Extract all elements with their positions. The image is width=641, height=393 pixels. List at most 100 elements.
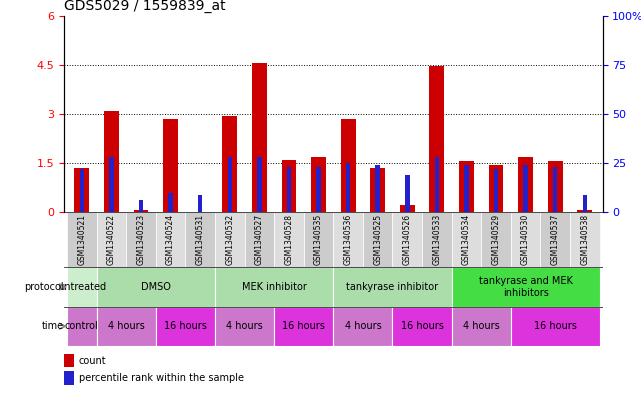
Bar: [488, 165, 503, 212]
Text: 16 hours: 16 hours: [534, 321, 577, 331]
Bar: [481, 212, 511, 267]
Bar: [429, 66, 444, 212]
Text: 16 hours: 16 hours: [282, 321, 325, 331]
Text: untreated: untreated: [58, 282, 106, 292]
Text: GSM1340532: GSM1340532: [225, 214, 234, 265]
Text: GSM1340530: GSM1340530: [521, 214, 530, 265]
Bar: [422, 212, 452, 267]
Bar: [257, 157, 262, 212]
Bar: [126, 212, 156, 267]
Text: tankyrase inhibitor: tankyrase inhibitor: [346, 282, 438, 292]
Bar: [583, 195, 587, 212]
Bar: [274, 212, 304, 267]
Bar: [452, 307, 511, 346]
Bar: [333, 267, 452, 307]
Text: count: count: [79, 356, 106, 366]
Bar: [392, 212, 422, 267]
Bar: [97, 267, 215, 307]
Bar: [363, 212, 392, 267]
Text: GSM1340529: GSM1340529: [492, 214, 501, 265]
Text: GSM1340535: GSM1340535: [314, 214, 323, 265]
Bar: [97, 212, 126, 267]
Text: DMSO: DMSO: [141, 282, 171, 292]
Bar: [548, 162, 563, 212]
Bar: [274, 307, 333, 346]
Bar: [133, 209, 149, 212]
Bar: [64, 354, 74, 367]
Bar: [281, 160, 296, 212]
Bar: [435, 157, 439, 212]
Text: 4 hours: 4 hours: [463, 321, 499, 331]
Text: GSM1340531: GSM1340531: [196, 214, 204, 265]
Bar: [169, 193, 173, 212]
Bar: [333, 307, 392, 346]
Bar: [540, 212, 570, 267]
Bar: [163, 119, 178, 212]
Text: 4 hours: 4 hours: [108, 321, 145, 331]
Bar: [452, 212, 481, 267]
Bar: [215, 267, 333, 307]
Text: 4 hours: 4 hours: [344, 321, 381, 331]
Bar: [287, 167, 291, 212]
Bar: [464, 165, 469, 212]
Text: 16 hours: 16 hours: [401, 321, 444, 331]
Bar: [304, 212, 333, 267]
Text: GSM1340536: GSM1340536: [344, 214, 353, 265]
Text: percentile rank within the sample: percentile rank within the sample: [79, 373, 244, 384]
Text: GSM1340522: GSM1340522: [107, 214, 116, 265]
Bar: [67, 212, 97, 267]
Bar: [333, 212, 363, 267]
Bar: [376, 165, 380, 212]
Text: 4 hours: 4 hours: [226, 321, 263, 331]
Bar: [346, 163, 351, 212]
Bar: [570, 212, 599, 267]
Text: GSM1340534: GSM1340534: [462, 214, 471, 265]
Bar: [198, 195, 203, 212]
Bar: [104, 111, 119, 212]
Bar: [67, 267, 97, 307]
Text: GSM1340528: GSM1340528: [285, 214, 294, 265]
Text: GSM1340524: GSM1340524: [166, 214, 175, 265]
Bar: [156, 307, 215, 346]
Text: GSM1340525: GSM1340525: [373, 214, 382, 265]
Text: GSM1340533: GSM1340533: [433, 214, 442, 265]
Text: 16 hours: 16 hours: [164, 321, 207, 331]
Bar: [452, 267, 599, 307]
Bar: [109, 157, 113, 212]
Bar: [459, 162, 474, 212]
Bar: [64, 371, 74, 385]
Bar: [215, 212, 245, 267]
Bar: [518, 156, 533, 212]
Text: MEK inhibitor: MEK inhibitor: [242, 282, 306, 292]
Bar: [400, 205, 415, 212]
Text: GDS5029 / 1559839_at: GDS5029 / 1559839_at: [64, 0, 226, 13]
Text: GSM1340523: GSM1340523: [137, 214, 146, 265]
Bar: [553, 167, 558, 212]
Bar: [222, 116, 237, 212]
Text: time: time: [41, 321, 63, 331]
Bar: [578, 209, 592, 212]
Bar: [524, 165, 528, 212]
Bar: [316, 167, 320, 212]
Bar: [215, 307, 274, 346]
Bar: [245, 212, 274, 267]
Bar: [405, 175, 410, 212]
Bar: [156, 212, 185, 267]
Bar: [511, 307, 599, 346]
Bar: [97, 307, 156, 346]
Text: GSM1340526: GSM1340526: [403, 214, 412, 265]
Bar: [79, 169, 84, 212]
Text: GSM1340537: GSM1340537: [551, 214, 560, 265]
Bar: [228, 157, 232, 212]
Bar: [370, 168, 385, 212]
Bar: [252, 63, 267, 212]
Text: tankyrase and MEK
inhibitors: tankyrase and MEK inhibitors: [479, 276, 572, 298]
Bar: [67, 307, 97, 346]
Text: GSM1340527: GSM1340527: [255, 214, 264, 265]
Bar: [392, 307, 452, 346]
Bar: [511, 212, 540, 267]
Text: GSM1340538: GSM1340538: [580, 214, 589, 265]
Bar: [494, 169, 498, 212]
Bar: [185, 212, 215, 267]
Text: control: control: [65, 321, 99, 331]
